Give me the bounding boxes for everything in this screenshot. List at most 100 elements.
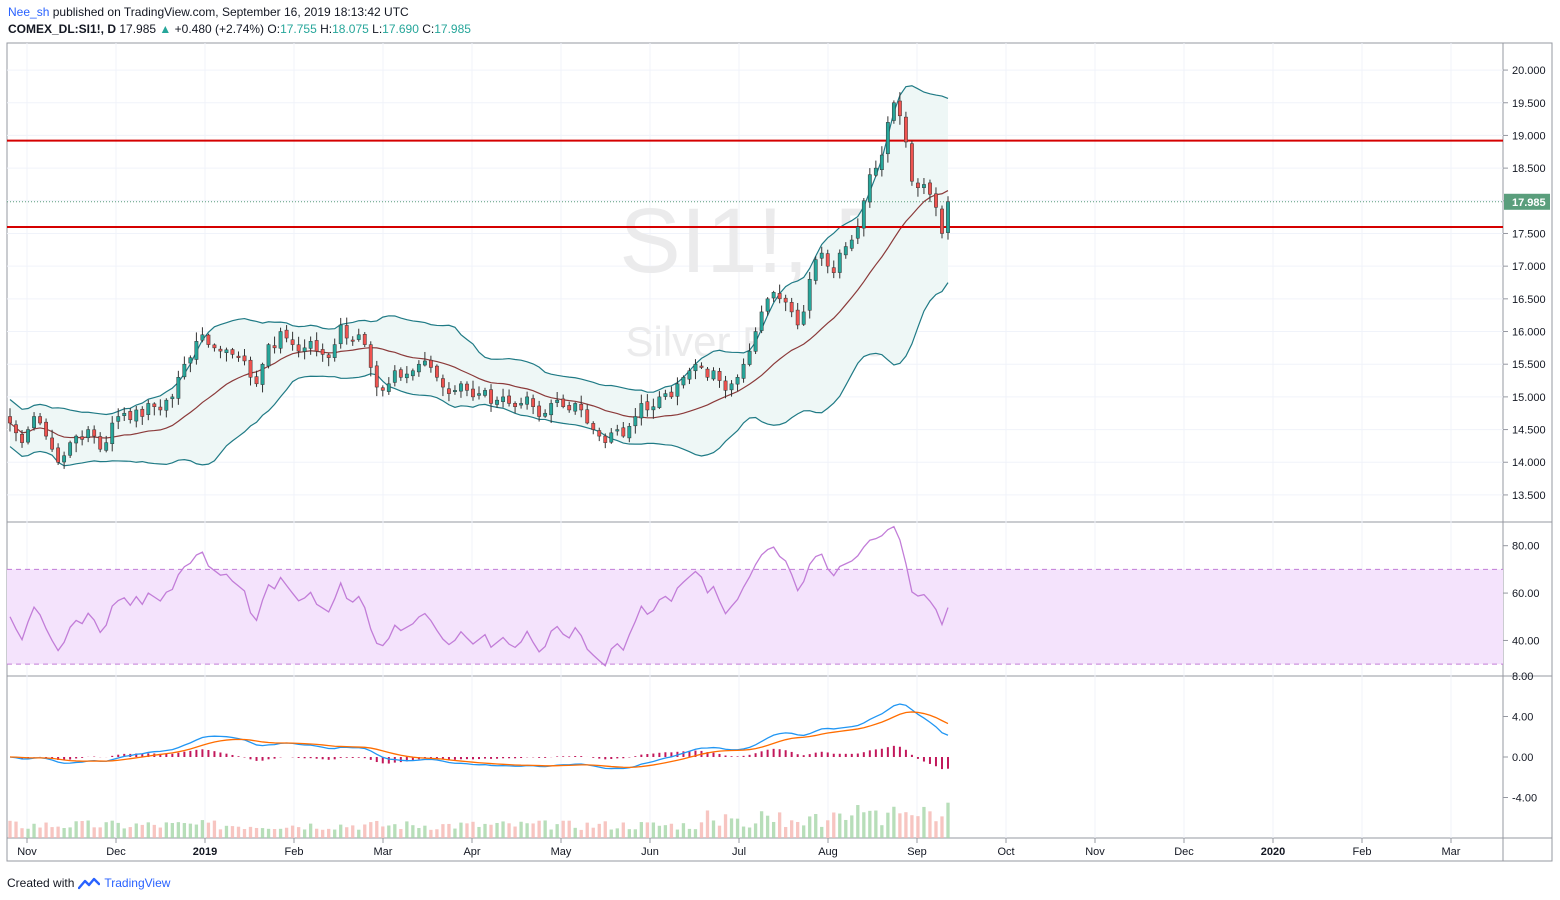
volume-bar <box>230 826 235 838</box>
volume-bar <box>814 814 818 838</box>
volume-bar <box>729 818 734 838</box>
candle-body <box>591 423 596 430</box>
candle-body <box>272 345 277 349</box>
price-tick-label: 20.000 <box>1512 65 1546 77</box>
volume-bar <box>98 827 102 838</box>
rsi-tick-label: 40.00 <box>1512 635 1540 647</box>
macd-tick-label: -4.00 <box>1512 793 1537 805</box>
candle-body <box>585 409 590 424</box>
volume-bar <box>579 829 583 838</box>
candle-body <box>705 368 710 378</box>
candle-body <box>164 399 169 411</box>
volume-bar <box>802 825 806 838</box>
chart-canvas[interactable]: SI1!, D Silver Futures 20.00019.50019.00… <box>0 0 1560 868</box>
volume-bar <box>417 828 421 838</box>
volume-bar <box>603 821 607 838</box>
volume-bar <box>874 810 878 838</box>
price-tick-label: 17.500 <box>1512 228 1546 240</box>
candle-body <box>555 399 560 403</box>
candle-body <box>687 370 692 380</box>
candle-body <box>543 412 548 417</box>
candle-body <box>777 293 782 300</box>
candle-body <box>934 193 938 208</box>
volume-bar <box>489 824 493 838</box>
volume-bar <box>435 829 439 838</box>
candle-body <box>212 344 217 349</box>
candle-body <box>236 355 241 358</box>
volume-bar <box>796 821 800 838</box>
volume-bar <box>567 820 571 838</box>
candle-body <box>489 389 493 404</box>
macd-tick-label: 8.00 <box>1512 671 1533 683</box>
volume-bar <box>669 823 674 838</box>
volume-bar <box>86 820 90 838</box>
macd-tick-label: 4.00 <box>1512 712 1533 724</box>
volume-bar <box>928 811 932 838</box>
candle-body <box>447 388 451 394</box>
volume-bar <box>495 822 499 838</box>
volume-bar <box>916 816 920 838</box>
candle-body <box>441 378 445 388</box>
volume-bar <box>507 823 511 838</box>
candle-body <box>831 267 836 273</box>
candle-body <box>20 433 24 443</box>
volume-bar <box>56 826 60 838</box>
volume-bar <box>453 828 457 838</box>
candle-body <box>765 298 770 312</box>
volume-bar <box>513 826 517 838</box>
candle-body <box>374 365 379 388</box>
volume-bar <box>868 810 872 838</box>
volume-bar <box>808 816 812 838</box>
bollinger-lower-line <box>9 282 949 467</box>
high-key: H: <box>320 22 333 36</box>
time-tick-label: Nov <box>17 846 37 858</box>
volume-bar <box>531 823 535 838</box>
volume-bar <box>765 815 770 838</box>
rsi-line <box>9 525 949 667</box>
time-tick-label: Aug <box>818 846 838 858</box>
volume-bar <box>158 827 162 838</box>
volume-bar <box>315 828 319 838</box>
open-value: 17.755 <box>280 22 317 36</box>
volume-bar <box>759 811 764 838</box>
candle-body <box>284 329 289 339</box>
time-tick-label: Oct <box>997 846 1014 858</box>
macd-pane <box>9 703 949 770</box>
volume-bar <box>44 822 48 838</box>
candle-body <box>681 377 686 386</box>
candle-body <box>308 341 313 349</box>
close-key: C: <box>422 22 435 36</box>
candle-body <box>904 116 908 143</box>
ohlc-legend: COMEX_DL:SI1!, D 17.985 ▲ +0.480 (+2.74%… <box>8 22 471 36</box>
candle-body <box>332 344 337 358</box>
candle-body <box>928 182 932 195</box>
created-with-text: Created with <box>7 876 75 890</box>
price-tick-label: 18.500 <box>1512 163 1546 175</box>
candle-body <box>663 393 668 397</box>
volume-bar <box>525 823 529 838</box>
candle-body <box>537 405 542 417</box>
candle-body <box>753 331 758 352</box>
volume-bar <box>645 822 650 838</box>
volume-bar <box>224 825 229 838</box>
volume-bar <box>140 824 144 838</box>
candle-body <box>320 349 325 355</box>
volume-bar <box>399 829 403 838</box>
change-label: +0.480 (+2.74%) <box>174 22 265 36</box>
volume-bar <box>904 812 908 838</box>
tradingview-link[interactable]: TradingView <box>104 876 171 890</box>
candle-body <box>693 363 698 372</box>
publish-info: Nee_sh published on TradingView.com, Sep… <box>8 5 409 19</box>
candle-body <box>621 427 626 437</box>
candle-body <box>513 403 517 407</box>
candle-body <box>104 442 109 451</box>
candle-body <box>789 302 794 313</box>
candle-body <box>152 403 157 407</box>
author-link[interactable]: Nee_sh <box>8 5 50 19</box>
candle-body <box>651 406 656 411</box>
low-key: L: <box>372 22 383 36</box>
volume-bar <box>940 816 944 838</box>
time-tick-label: Sep <box>907 846 927 858</box>
candle-body <box>362 334 367 345</box>
volume-bar <box>104 822 108 838</box>
